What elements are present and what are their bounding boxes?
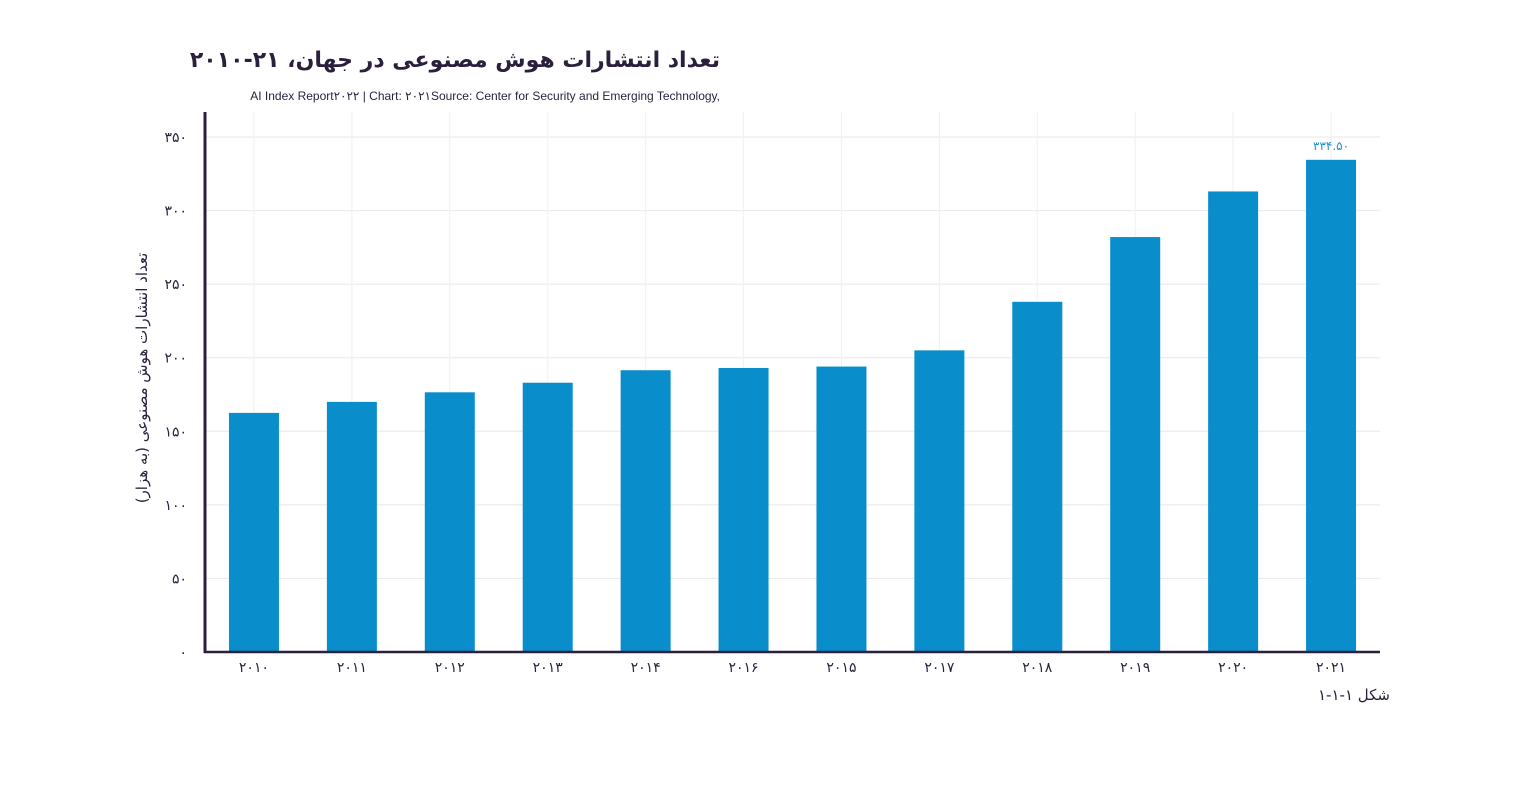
y-tick-label-3: ۱۵۰: [164, 424, 187, 440]
y-tick-label-6: ۳۰۰: [164, 204, 187, 220]
bar-3: [522, 382, 573, 652]
x-tick-label-3: ۲۰۱۳: [533, 660, 564, 676]
figure-caption: شکل ۱-۱-۱: [1317, 686, 1390, 704]
bar-1: [326, 401, 377, 652]
bar-8: [1012, 301, 1063, 652]
data-label-11: ۳۳۴.۵۰: [1313, 139, 1349, 153]
y-tick-label-2: ۱۰۰: [164, 498, 187, 514]
bar-0: [228, 412, 279, 652]
x-tick-label-2: ۲۰۱۲: [435, 660, 465, 676]
x-tick-label-4: ۲۰۱۴: [631, 660, 661, 676]
bar-9: [1110, 237, 1161, 653]
y-tick-label-0: ۰: [179, 645, 187, 661]
x-tick-label-10: ۲۰۲۰: [1218, 660, 1248, 676]
x-tick-label-9: ۲۰۱۹: [1120, 660, 1150, 676]
chart-title: تعداد انتشارات هوش مصنوعی در جهان، ۲۱-۲۰…: [189, 48, 720, 73]
bar-2: [424, 392, 475, 652]
bar-11: [1306, 159, 1357, 653]
x-tick-label-11: ۲۰۲۱: [1316, 660, 1346, 676]
y-tick-label-4: ۲۰۰: [164, 351, 187, 367]
bar-5: [718, 368, 769, 652]
bar-7: [914, 350, 965, 652]
bar-4: [620, 370, 671, 652]
chart-subtitle: AI Index Report۲۰۲۲ | Chart: ۲۰۲۱Source:…: [250, 89, 720, 103]
y-tick-label-1: ۵۰: [172, 571, 187, 587]
y-tick-label-5: ۲۵۰: [164, 277, 187, 293]
y-tick-label-7: ۳۵۰: [164, 130, 187, 146]
x-tick-label-5: ۲۰۱۶: [729, 660, 759, 676]
bar-6: [816, 366, 867, 652]
x-tick-label-0: ۲۰۱۰: [239, 660, 269, 676]
x-tick-label-6: ۲۰۱۵: [826, 660, 856, 676]
x-tick-label-1: ۲۰۱۱: [337, 660, 367, 676]
bar-10: [1208, 191, 1259, 652]
x-tick-label-7: ۲۰۱۷: [924, 660, 955, 676]
x-tick-label-8: ۲۰۱۸: [1022, 660, 1053, 676]
